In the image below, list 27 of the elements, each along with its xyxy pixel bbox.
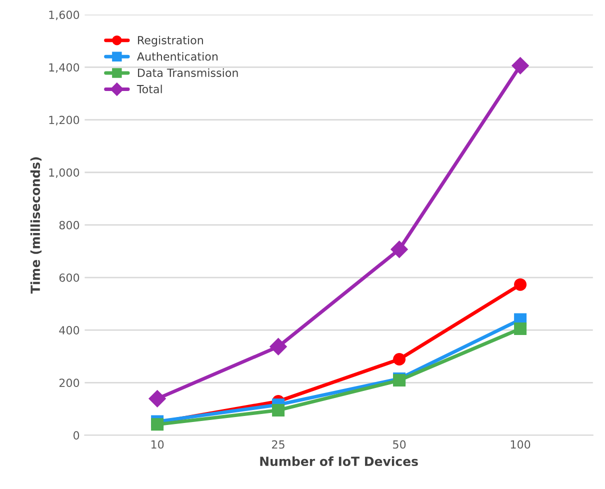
legend-label: Registration xyxy=(138,36,203,47)
y-tick-label: 400 xyxy=(59,326,80,334)
y-tick-label: 200 xyxy=(59,378,80,388)
y-tick-label: 1,400 xyxy=(49,63,80,73)
point xyxy=(390,240,408,258)
x-tick-label: 10 xyxy=(151,440,164,449)
point xyxy=(272,404,285,416)
y-tick-label: 0 xyxy=(74,431,80,440)
point xyxy=(269,338,288,356)
y-tick-label: 800 xyxy=(59,220,80,230)
x-axis-title: Number of IoT Devices xyxy=(260,456,418,466)
point xyxy=(511,56,530,74)
x-tick-label: 50 xyxy=(393,440,406,449)
legend-label: Total xyxy=(136,84,162,94)
x-tick-label: 100 xyxy=(510,440,530,449)
point xyxy=(393,353,406,366)
point xyxy=(514,278,527,291)
y-tick-label: 600 xyxy=(59,273,80,282)
y-tick-label: 1,000 xyxy=(49,168,80,178)
point xyxy=(514,322,527,336)
legend-label: Data Transmission xyxy=(138,68,238,77)
y-tick-label: 1,600 xyxy=(49,10,80,20)
x-tick-label: 25 xyxy=(272,440,284,449)
y-axis-title: Time (milliseconds) xyxy=(30,157,42,294)
point xyxy=(148,390,166,408)
y-tick-label: 1,200 xyxy=(49,116,80,126)
legend-label: Authentication xyxy=(137,52,218,61)
